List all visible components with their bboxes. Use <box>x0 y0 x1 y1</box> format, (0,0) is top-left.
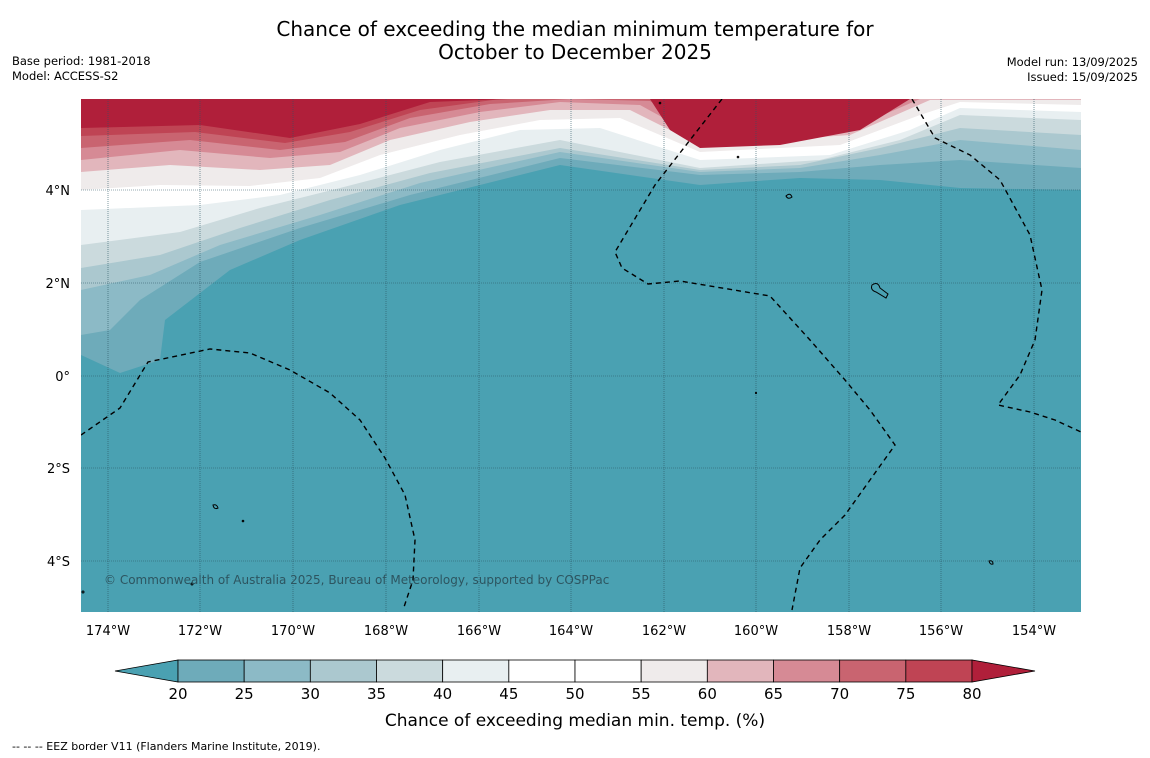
colorbar-segment <box>574 659 642 683</box>
colorbar-segment <box>839 659 907 683</box>
colorbar-tick-label: 45 <box>499 685 518 703</box>
lat-label-2s: 2°S <box>47 462 70 477</box>
colorbar-segment <box>376 659 444 683</box>
colorbar-extend-high <box>971 659 1036 683</box>
model-run: Model run: 13/09/2025 <box>1006 55 1138 69</box>
lat-label-2n: 2°N <box>46 277 71 292</box>
lon-label-172w: 172°W <box>178 624 222 639</box>
colorbar-segment <box>508 659 576 683</box>
colorbar-tick-label: 65 <box>764 685 783 703</box>
eez-footnote: -- -- -- EEZ border V11 (Flanders Marine… <box>12 740 321 753</box>
lon-label-162w: 162°W <box>642 624 686 639</box>
base-period: Base period: 1981-2018 <box>12 54 151 68</box>
lat-label-0: 0° <box>55 370 70 385</box>
colorbar-segment <box>773 659 841 683</box>
lat-label-4n: 4°N <box>46 184 71 199</box>
colorbar-extend-low <box>114 659 179 683</box>
colorbar-tick-label: 80 <box>962 685 981 703</box>
colorbar: 20 25 30 35 40 45 50 55 60 65 70 75 80 <box>114 659 1036 703</box>
colorbar-tick-label: 50 <box>565 685 584 703</box>
colorbar-segment <box>640 659 708 683</box>
colorbar-tick-label: 25 <box>235 685 254 703</box>
colorbar-tick-label: 70 <box>830 685 849 703</box>
lon-label-168w: 168°W <box>364 624 408 639</box>
map-title: Chance of exceeding the median minimum t… <box>0 18 1150 64</box>
map-area: © Commonwealth of Australia 2025, Bureau… <box>81 99 1081 612</box>
colorbar-tick-label: 35 <box>367 685 386 703</box>
meta-right: Model run: 13/09/2025 Issued: 15/09/2025 <box>1007 55 1138 85</box>
colorbar-tick-label: 75 <box>896 685 915 703</box>
lon-label-170w: 170°W <box>271 624 315 639</box>
issued-date: Issued: 15/09/2025 <box>1027 70 1138 84</box>
islands <box>81 101 994 594</box>
colorbar-segment <box>706 659 774 683</box>
colorbar-segment <box>243 659 311 683</box>
lon-label-156w: 156°W <box>919 624 963 639</box>
lon-label-174w: 174°W <box>86 624 130 639</box>
colorbar-tick-label: 60 <box>698 685 717 703</box>
eez-borders <box>81 99 1081 611</box>
lon-label-166w: 166°W <box>457 624 501 639</box>
colorbar-segment <box>442 659 510 683</box>
colorbar-segment <box>905 659 973 683</box>
colorbar-segment <box>177 659 245 683</box>
colorbar-tick-label: 55 <box>632 685 651 703</box>
colorbar-tick-label: 40 <box>433 685 452 703</box>
title-line-2: October to December 2025 <box>438 40 712 64</box>
copyright-notice: © Commonwealth of Australia 2025, Bureau… <box>104 573 609 587</box>
title-line-1: Chance of exceeding the median minimum t… <box>276 17 874 41</box>
lon-label-164w: 164°W <box>549 624 593 639</box>
latitude-labels: 4°N 2°N 0° 2°S 4°S <box>46 184 71 570</box>
lon-label-160w: 160°W <box>734 624 778 639</box>
longitude-labels: 174°W 172°W 170°W 168°W 166°W 164°W 162°… <box>86 624 1056 639</box>
colorbar-tick-label: 30 <box>301 685 320 703</box>
colorbar-label: Chance of exceeding median min. temp. (%… <box>385 711 765 731</box>
meta-left: Base period: 1981-2018 Model: ACCESS-S2 <box>12 54 151 84</box>
model-name: Model: ACCESS-S2 <box>12 69 119 83</box>
graticule <box>81 99 1081 612</box>
contour-80-central <box>650 99 910 148</box>
lon-label-158w: 158°W <box>827 624 871 639</box>
lat-label-4s: 4°S <box>47 555 70 570</box>
lon-label-154w: 154°W <box>1012 624 1056 639</box>
colorbar-tick-label: 20 <box>168 685 187 703</box>
colorbar-segment <box>309 659 377 683</box>
